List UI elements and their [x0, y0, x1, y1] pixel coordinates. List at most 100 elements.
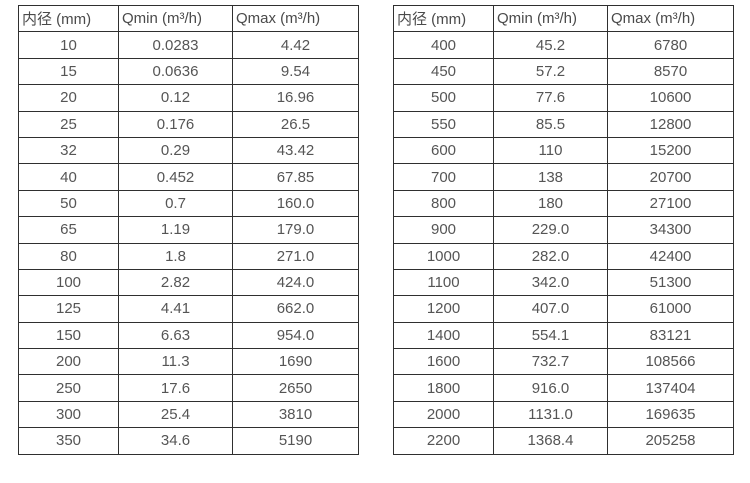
cell: 1600 [393, 348, 494, 376]
table-row: 550 85.5 12800 [393, 110, 734, 138]
cell: 125 [18, 295, 119, 323]
cell: 1.19 [118, 216, 233, 244]
cell: 27100 [607, 189, 734, 218]
cell: 3810 [232, 400, 359, 429]
cell: 2200 [393, 427, 494, 455]
cell: 350 [18, 427, 119, 455]
cell: 500 [393, 84, 494, 112]
header-row: 内径 (mm) Qmin (m³/h) Qmax (m³/h) [18, 4, 359, 33]
cell: 34.6 [118, 427, 233, 455]
cell: 200 [18, 348, 119, 376]
cell: 110 [493, 136, 608, 165]
cell: 16.96 [232, 84, 359, 112]
cell: 900 [393, 216, 494, 244]
table-row: 600 110 15200 [393, 136, 734, 165]
cell: 45.2 [493, 31, 608, 59]
cell: 10600 [607, 84, 734, 112]
cell: 137404 [607, 374, 734, 402]
cell: 1100 [393, 268, 494, 297]
cell: 1000 [393, 242, 494, 270]
cell: 83121 [607, 321, 734, 350]
cell: 0.176 [118, 110, 233, 138]
cell: 160.0 [232, 189, 359, 218]
cell: 180 [493, 189, 608, 218]
table-row: 300 25.4 3810 [18, 400, 359, 429]
cell: 85.5 [493, 110, 608, 138]
cell: 1800 [393, 374, 494, 402]
cell: 10 [18, 31, 119, 59]
cell: 32 [18, 136, 119, 165]
cell: 100 [18, 268, 119, 297]
table-row: 10 0.0283 4.42 [18, 31, 359, 59]
column-header: Qmax (m³/h) [607, 4, 734, 33]
cell: 550 [393, 110, 494, 138]
table-row: 150 6.63 954.0 [18, 321, 359, 350]
table-row: 125 4.41 662.0 [18, 295, 359, 323]
cell: 8570 [607, 57, 734, 86]
cell: 2650 [232, 374, 359, 402]
cell: 0.29 [118, 136, 233, 165]
cell: 0.452 [118, 163, 233, 191]
cell: 1.8 [118, 242, 233, 270]
cell: 800 [393, 189, 494, 218]
cell: 1131.0 [493, 400, 608, 429]
table-row: 32 0.29 43.42 [18, 136, 359, 165]
cell: 1368.4 [493, 427, 608, 455]
table-row: 25 0.176 26.5 [18, 110, 359, 138]
cell: 1690 [232, 348, 359, 376]
cell: 954.0 [232, 321, 359, 350]
cell: 150 [18, 321, 119, 350]
table-row: 350 34.6 5190 [18, 427, 359, 455]
cell: 61000 [607, 295, 734, 323]
cell: 17.6 [118, 374, 233, 402]
cell: 300 [18, 400, 119, 429]
table-row: 1800 916.0 137404 [393, 374, 734, 402]
cell: 554.1 [493, 321, 608, 350]
table-row: 200 11.3 1690 [18, 348, 359, 376]
cell: 400 [393, 31, 494, 59]
column-header: Qmin (m³/h) [493, 4, 608, 33]
table-row: 100 2.82 424.0 [18, 268, 359, 297]
cell: 6780 [607, 31, 734, 59]
table-row: 500 77.6 10600 [393, 84, 734, 112]
table-row: 250 17.6 2650 [18, 374, 359, 402]
table-row: 80 1.8 271.0 [18, 242, 359, 270]
cell: 6.63 [118, 321, 233, 350]
table-row: 15 0.0636 9.54 [18, 57, 359, 86]
cell: 600 [393, 136, 494, 165]
cell: 700 [393, 163, 494, 191]
cell: 12800 [607, 110, 734, 138]
cell: 1200 [393, 295, 494, 323]
table-row: 50 0.7 160.0 [18, 189, 359, 218]
table-row: 1600 732.7 108566 [393, 348, 734, 376]
cell: 169635 [607, 400, 734, 429]
table-row: 20 0.12 16.96 [18, 84, 359, 112]
cell: 282.0 [493, 242, 608, 270]
table-row: 1000 282.0 42400 [393, 242, 734, 270]
cell: 732.7 [493, 348, 608, 376]
cell: 25 [18, 110, 119, 138]
table-row: 700 138 20700 [393, 163, 734, 191]
cell: 450 [393, 57, 494, 86]
cell: 271.0 [232, 242, 359, 270]
table-row: 450 57.2 8570 [393, 57, 734, 86]
table-row: 1400 554.1 83121 [393, 321, 734, 350]
flow-spec-table-large-diameters: 内径 (mm) Qmin (m³/h) Qmax (m³/h) 400 45.2 6780… [393, 4, 734, 455]
cell: 67.85 [232, 163, 359, 191]
cell: 15200 [607, 136, 734, 165]
table-row: 1200 407.0 61000 [393, 295, 734, 323]
cell: 205258 [607, 427, 734, 455]
cell: 407.0 [493, 295, 608, 323]
table-row: 900 229.0 34300 [393, 216, 734, 244]
cell: 916.0 [493, 374, 608, 402]
cell: 2.82 [118, 268, 233, 297]
cell: 662.0 [232, 295, 359, 323]
table-row: 40 0.452 67.85 [18, 163, 359, 191]
cell: 26.5 [232, 110, 359, 138]
cell: 20 [18, 84, 119, 112]
cell: 179.0 [232, 216, 359, 244]
cell: 20700 [607, 163, 734, 191]
cell: 42400 [607, 242, 734, 270]
flow-spec-table-small-diameters: 内径 (mm) Qmin (m³/h) Qmax (m³/h) 10 0.0283 4.4… [18, 4, 359, 455]
